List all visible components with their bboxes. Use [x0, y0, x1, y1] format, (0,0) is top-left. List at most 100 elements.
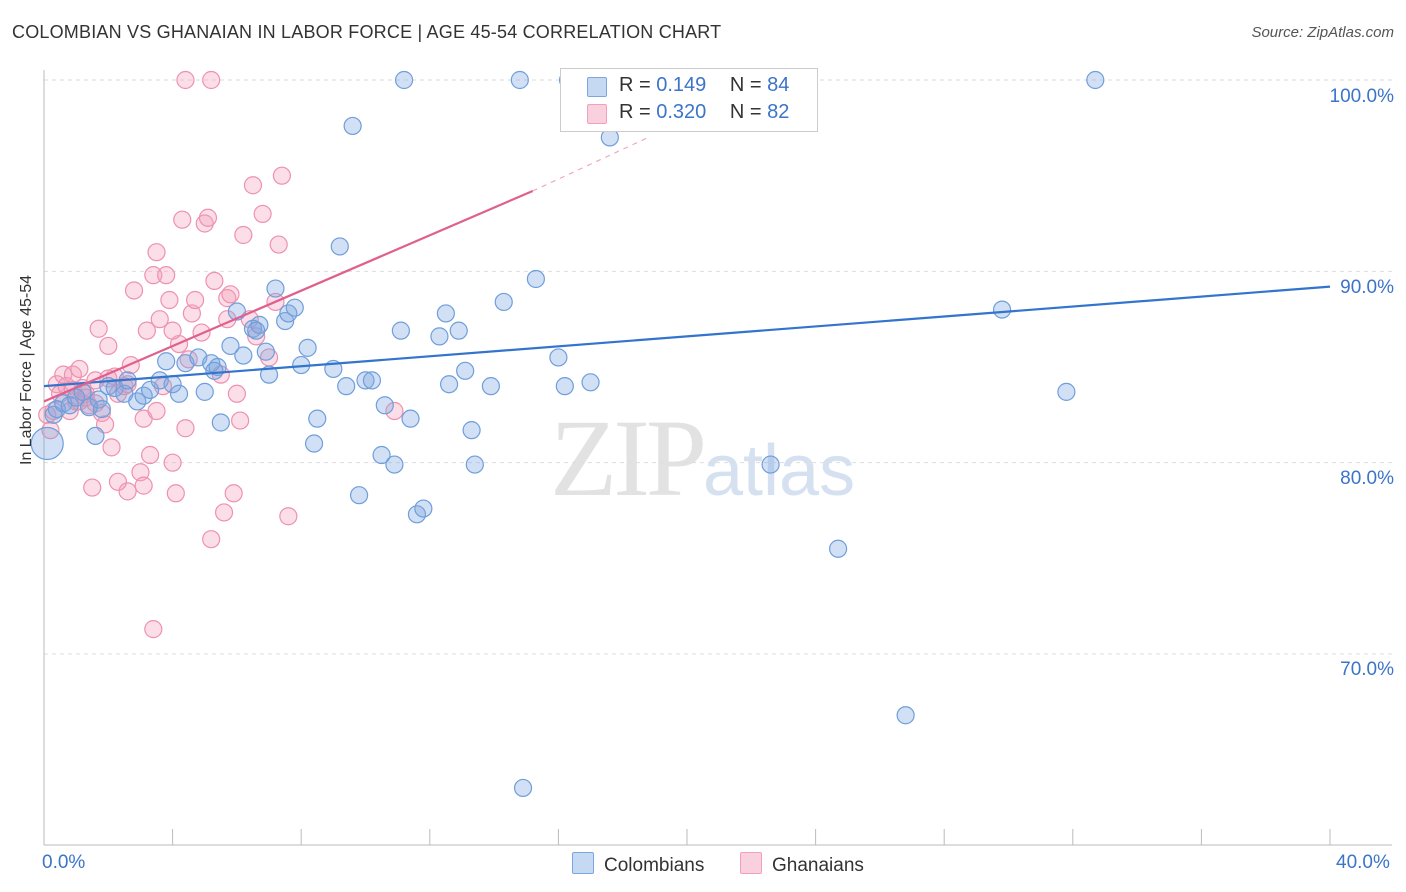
ghanaians-point — [227, 384, 246, 403]
ghanaians-point — [198, 208, 218, 227]
colombians-point — [89, 390, 108, 409]
ghanaians-point — [279, 507, 298, 526]
colombians-point — [510, 70, 529, 90]
ghanaians-legend-swatch — [740, 852, 762, 874]
y-axis-label: In Labor Force | Age 45-54 — [18, 274, 35, 465]
gridlines — [44, 79, 1392, 655]
y-tick-label: 100.0% — [1329, 86, 1394, 107]
y-tick-label: 70.0% — [1340, 659, 1394, 680]
colombians-points — [30, 70, 1105, 798]
colombians-point — [1057, 382, 1076, 401]
colombians-point — [308, 409, 327, 428]
colombians-point — [140, 380, 160, 400]
colombians-point — [465, 455, 484, 474]
ghanaians-point — [202, 70, 221, 90]
colombians-point — [1086, 70, 1105, 90]
ghanaians-point — [205, 271, 224, 290]
colombians-point — [298, 338, 317, 357]
colombians-point — [385, 455, 404, 474]
ghanaians-point — [70, 359, 89, 379]
n-label: N = — [729, 101, 768, 123]
ghanaians-point — [221, 285, 240, 304]
colombians-legend-label: Colombians — [604, 855, 705, 876]
colombians-point — [761, 455, 780, 474]
n-value: 84 — [767, 74, 790, 96]
ghanaians-point — [160, 290, 179, 310]
colombians-point — [375, 396, 394, 415]
colombians-point — [481, 377, 500, 396]
ghanaians-point — [214, 503, 234, 522]
ghanaians-point — [108, 472, 128, 491]
ghanaians-point — [253, 204, 272, 224]
ghanaians-trend-extension — [532, 136, 649, 192]
ghanaians-point — [231, 411, 250, 430]
colombians-point — [362, 371, 382, 390]
ghanaians-point — [186, 290, 205, 310]
ghanaians-point — [147, 243, 166, 262]
chart-title: COLOMBIAN VS GHANAIAN IN LABOR FORCE | A… — [12, 22, 722, 42]
colombians-point — [456, 361, 475, 380]
colombians-point — [259, 365, 279, 384]
n-label: N = — [729, 74, 768, 96]
colombians-point — [221, 336, 240, 356]
colombians-point — [436, 304, 455, 323]
colombians-point — [234, 346, 253, 365]
colombians-point — [430, 327, 449, 346]
y-tick-label: 80.0% — [1340, 468, 1394, 489]
colombians-point — [195, 382, 214, 401]
ghanaians-swatch — [587, 104, 607, 124]
colombians-point — [30, 426, 64, 461]
ghanaians-point — [44, 401, 63, 421]
ghanaians-point — [102, 438, 121, 457]
ghanaians-point — [195, 214, 214, 233]
colombians-point — [992, 300, 1012, 319]
colombians-point — [462, 421, 481, 440]
colombians-point — [250, 315, 269, 335]
colombians-point — [169, 384, 189, 403]
ghanaians-point — [140, 445, 160, 465]
r-value: 0.320 — [656, 101, 707, 123]
ghanaians-point — [234, 225, 253, 245]
ghanaians-point — [89, 319, 108, 338]
ghanaians-point — [99, 336, 118, 356]
ghanaians-point — [147, 401, 166, 421]
colombians-point — [401, 409, 420, 428]
colombians-point — [896, 706, 915, 725]
chart-source: Source: ZipAtlas.com — [1251, 24, 1394, 41]
colombians-point — [92, 399, 111, 419]
colombians-point — [549, 348, 568, 367]
colombians-point — [304, 434, 324, 453]
ghanaians-point — [137, 321, 156, 340]
colombians-point — [266, 279, 285, 298]
legend-item-ghanaians[interactable]: Ghanaians — [740, 852, 864, 877]
watermark-atlas: atlas — [703, 431, 856, 511]
watermark: ZIPatlas — [550, 395, 855, 522]
r-label: R = — [619, 74, 657, 96]
ghanaians-point — [163, 321, 182, 340]
ghanaians-point — [150, 310, 169, 329]
ghanaians-point — [54, 365, 73, 384]
ghanaians-point — [385, 401, 404, 421]
colombians-legend-swatch — [572, 852, 594, 874]
colombians-point — [247, 321, 266, 340]
colombians-point — [829, 539, 848, 558]
ghanaians-point — [269, 235, 288, 254]
axes — [43, 70, 1392, 846]
legend-item-colombians[interactable]: Colombians — [572, 852, 704, 877]
trend-lines — [43, 136, 1331, 403]
ghanaians-point — [124, 281, 144, 300]
ghanaians-point — [163, 453, 182, 472]
colombians-swatch — [587, 77, 607, 97]
colombians-point — [555, 377, 574, 396]
colombians-point — [256, 342, 275, 361]
ghanaians-point — [83, 478, 102, 497]
colombians-point — [211, 413, 230, 432]
ghanaians-point — [202, 530, 221, 549]
correlation-legend: R = 0.149 N = 84 R = 0.320 N = 82 — [560, 68, 818, 132]
ghanaians-point — [272, 166, 292, 185]
ghanaians-point — [131, 463, 150, 482]
colombians-point — [285, 298, 304, 317]
n-value: 82 — [767, 101, 790, 123]
colombians-point — [349, 486, 369, 505]
